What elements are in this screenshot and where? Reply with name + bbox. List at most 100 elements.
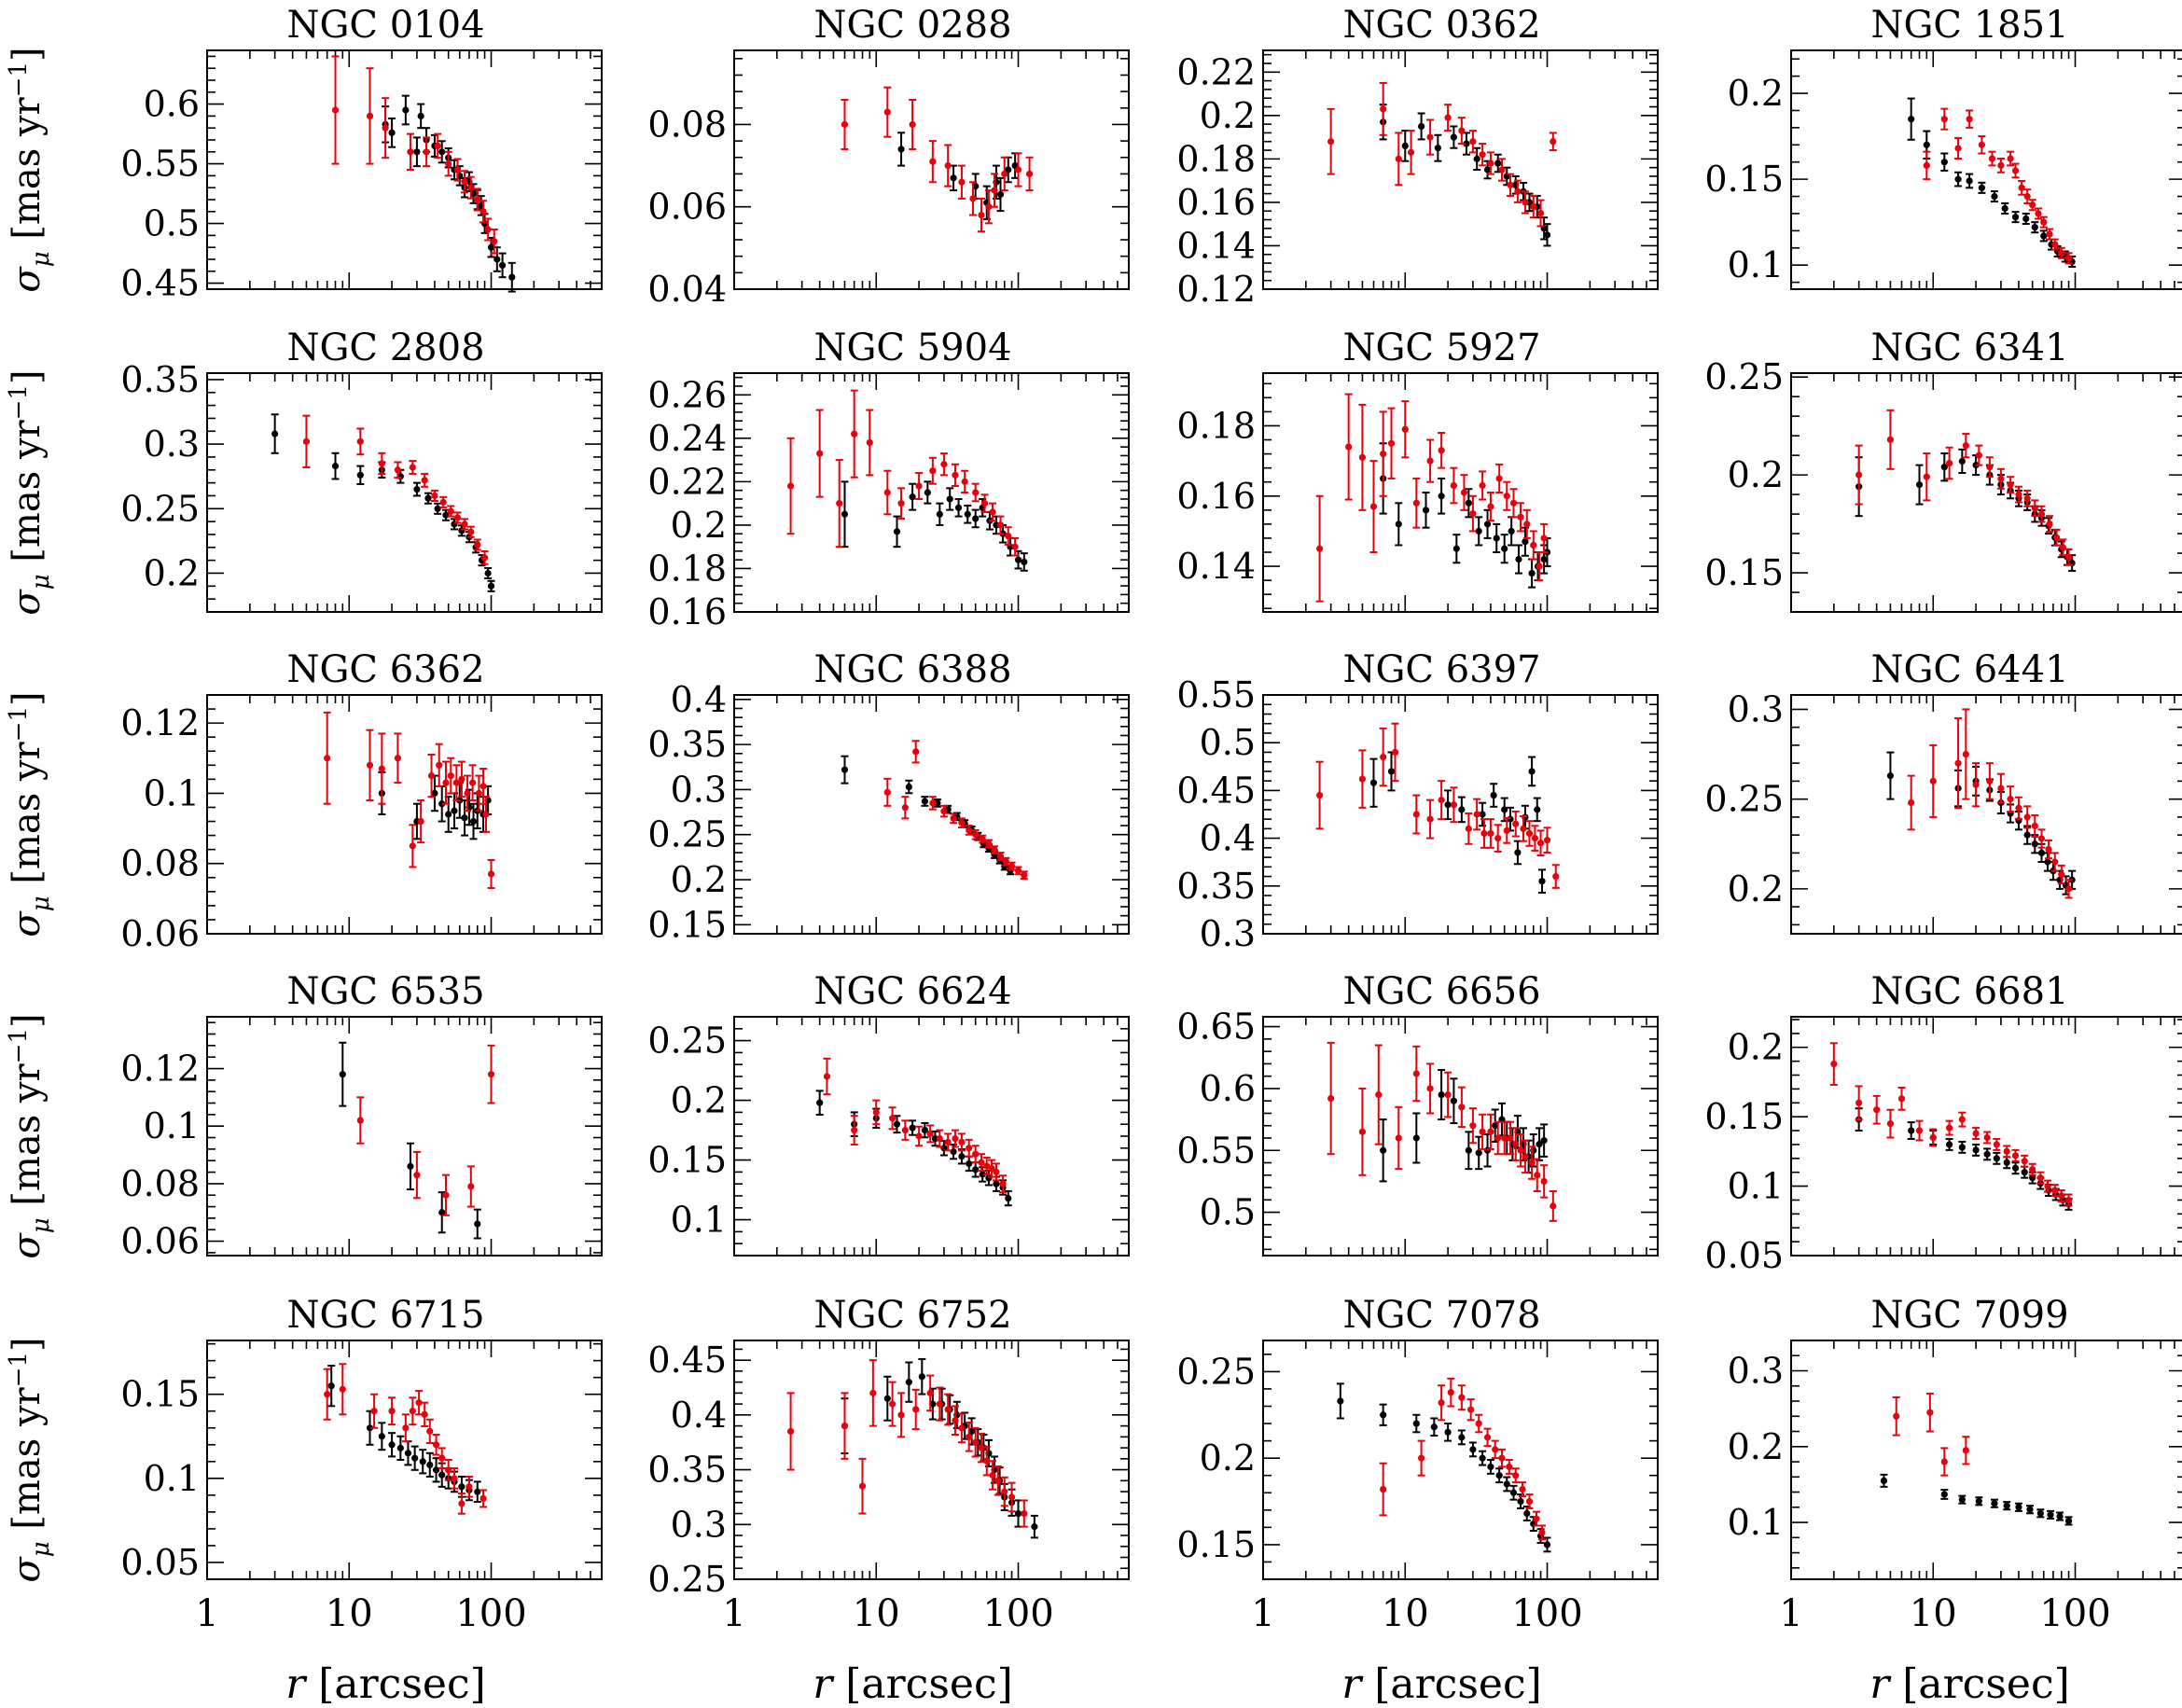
y-tick-label: 0.1 xyxy=(671,1200,727,1241)
data-point xyxy=(423,148,430,156)
data-point xyxy=(1897,1095,1906,1103)
data-point xyxy=(1380,450,1387,458)
data-point xyxy=(2040,218,2048,226)
data-point xyxy=(966,826,973,834)
data-point xyxy=(1422,507,1430,514)
data-point xyxy=(461,178,468,186)
data-point xyxy=(2053,534,2061,541)
panel-title: NGC 0104 xyxy=(286,4,484,47)
y-tick-label: 0.3 xyxy=(671,769,727,810)
data-point xyxy=(1512,1472,1520,1479)
plot-frame xyxy=(1262,694,1659,935)
y-tick-label: 0.3 xyxy=(1728,688,1784,729)
data-point xyxy=(2064,1196,2073,1204)
data-point xyxy=(1447,1389,1454,1396)
data-point xyxy=(929,799,937,807)
panel-title: NGC 6752 xyxy=(813,1294,1011,1337)
data-point xyxy=(993,1168,1000,1175)
data-point xyxy=(1469,138,1477,146)
data-point xyxy=(944,161,952,170)
y-tick-label: 0.06 xyxy=(647,187,727,228)
data-point xyxy=(484,569,492,577)
data-point xyxy=(851,1127,858,1134)
data-point xyxy=(1498,166,1506,174)
data-point xyxy=(480,554,489,562)
data-point xyxy=(413,1172,421,1179)
data-point xyxy=(996,190,1005,199)
data-point xyxy=(1997,475,2005,482)
series-black xyxy=(339,1041,481,1240)
data-point xyxy=(366,112,374,119)
data-point xyxy=(1908,1127,1915,1134)
data-point xyxy=(952,471,959,479)
panel-ngc-6681: NGC 6681 0.05 0.1 0.15 0.2 xyxy=(1704,970,2182,1276)
data-point xyxy=(327,1382,335,1390)
data-point xyxy=(980,500,989,507)
data-point xyxy=(2029,1166,2036,1173)
data-point xyxy=(417,817,424,826)
data-point xyxy=(1458,1394,1466,1401)
y-tick-label: 0.15 xyxy=(1704,552,1784,593)
data-point xyxy=(487,582,495,590)
series-red xyxy=(1923,107,2073,265)
data-point xyxy=(479,208,487,215)
data-point xyxy=(1490,791,1497,799)
data-point xyxy=(1923,141,1930,148)
data-point xyxy=(1345,443,1353,451)
data-point xyxy=(961,478,968,485)
data-point xyxy=(869,1389,877,1396)
data-point xyxy=(445,1466,452,1474)
data-point xyxy=(1458,127,1466,134)
data-point xyxy=(944,1138,952,1146)
data-point xyxy=(1522,538,1529,546)
x-tick-label: 1 xyxy=(1779,1592,1802,1635)
data-point xyxy=(1501,1134,1508,1142)
data-point xyxy=(339,1385,346,1393)
data-point xyxy=(2031,505,2038,512)
y-tick-label: 0.2 xyxy=(144,552,200,593)
series-black xyxy=(271,413,495,592)
data-point xyxy=(883,788,891,796)
data-point xyxy=(484,226,492,233)
data-point xyxy=(2023,494,2031,502)
data-point xyxy=(1958,1116,1966,1123)
panel-ngc-7099: NGC 7099 1 10 100 0.1 0.2 0.3 xyxy=(1728,1294,2182,1635)
series-black xyxy=(897,132,1020,220)
series-black xyxy=(1336,1382,1551,1553)
data-point xyxy=(1880,1477,1888,1484)
y-tick-label: 0.25 xyxy=(647,1559,727,1600)
data-point xyxy=(1412,499,1420,507)
data-point xyxy=(988,1164,995,1173)
data-point xyxy=(994,1477,1002,1484)
series-black xyxy=(382,94,516,293)
data-point xyxy=(1465,499,1472,507)
x-tick-label: 1 xyxy=(1251,1592,1274,1635)
data-point xyxy=(893,1120,901,1128)
data-point xyxy=(929,467,937,475)
panel-title: NGC 2808 xyxy=(286,326,484,369)
data-point xyxy=(1993,1155,2000,1162)
panel-title: NGC 0362 xyxy=(1342,4,1540,47)
data-point xyxy=(1479,1128,1486,1135)
data-point xyxy=(1011,543,1019,550)
data-point xyxy=(958,178,966,186)
data-point xyxy=(1501,545,1508,552)
y-tick-label: 0.25 xyxy=(1704,356,1784,397)
data-point xyxy=(1517,513,1524,521)
data-point xyxy=(1509,1489,1518,1496)
plot-frame xyxy=(206,694,603,935)
data-point xyxy=(302,437,311,445)
y-tick-label: 0.14 xyxy=(1176,225,1256,266)
y-tick-label: 0.35 xyxy=(120,359,200,400)
data-point xyxy=(1506,1463,1513,1471)
plot-frame xyxy=(1262,1016,1659,1257)
data-point xyxy=(1444,114,1452,121)
data-point xyxy=(1550,1202,1557,1210)
data-point xyxy=(2015,1504,2022,1511)
panel-title: NGC 6388 xyxy=(813,648,1011,691)
data-point xyxy=(1946,459,1953,467)
data-point xyxy=(421,477,428,484)
data-point xyxy=(1534,1172,1541,1179)
data-point xyxy=(1494,160,1502,167)
y-tick-label: 0.22 xyxy=(1176,51,1256,92)
